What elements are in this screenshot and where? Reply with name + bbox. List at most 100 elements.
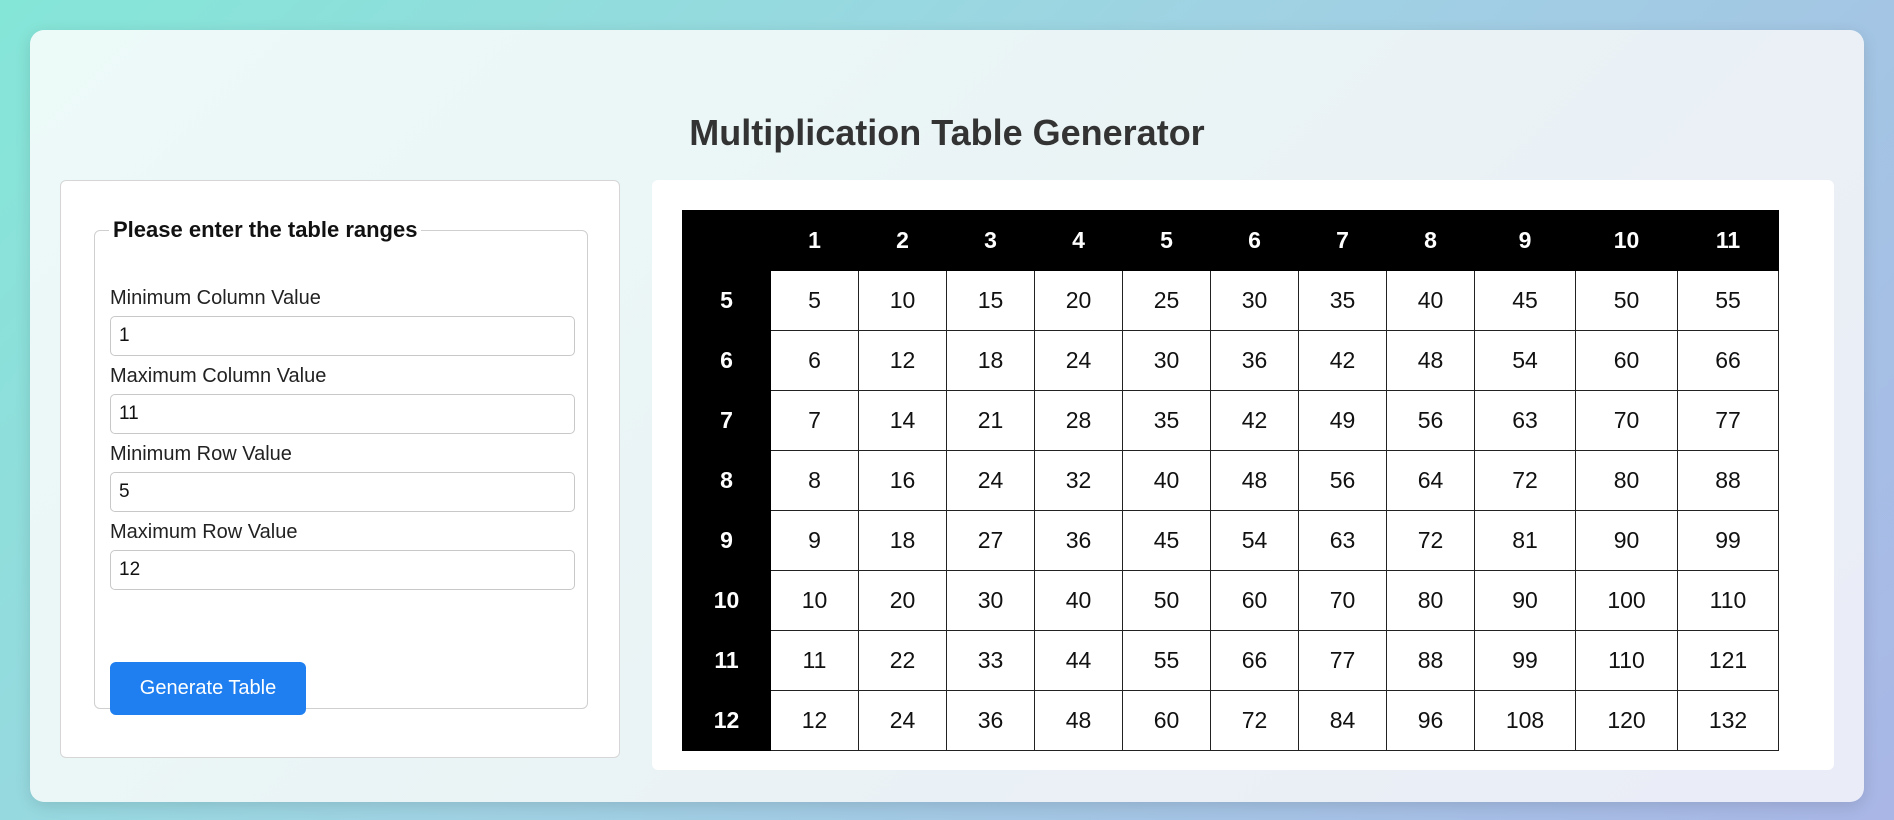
header-row: 1 2 3 4 5 6 7 8 9 10 11 xyxy=(682,210,1779,271)
product-cell: 108 xyxy=(1474,690,1576,751)
min-row-input[interactable] xyxy=(110,472,575,512)
product-cell: 55 xyxy=(1122,630,1211,691)
min-row-field: Minimum Row Value xyxy=(110,443,575,512)
form-panel: Please enter the table ranges Minimum Co… xyxy=(60,180,620,758)
product-cell: 27 xyxy=(946,510,1035,571)
product-cell: 80 xyxy=(1386,570,1475,631)
product-cell: 80 xyxy=(1575,450,1678,511)
product-cell: 48 xyxy=(1034,690,1123,751)
fieldset-legend: Please enter the table ranges xyxy=(113,217,418,242)
row-header: 12 xyxy=(682,690,771,751)
product-cell: 121 xyxy=(1677,630,1779,691)
row-header: 9 xyxy=(682,510,771,571)
product-cell: 36 xyxy=(1034,510,1123,571)
product-cell: 42 xyxy=(1210,390,1299,451)
product-cell: 9 xyxy=(770,510,859,571)
table-row: 10 10 20 30 40 50 60 70 80 90 100 110 xyxy=(682,570,1779,631)
range-fieldset: Please enter the table ranges Minimum Co… xyxy=(94,217,588,715)
product-cell: 66 xyxy=(1677,330,1779,391)
product-cell: 14 xyxy=(858,390,947,451)
product-cell: 66 xyxy=(1210,630,1299,691)
product-cell: 8 xyxy=(770,450,859,511)
table-row: 9 9 18 27 36 45 54 63 72 81 90 99 xyxy=(682,510,1779,571)
product-cell: 20 xyxy=(1034,270,1123,331)
product-cell: 44 xyxy=(1034,630,1123,691)
product-cell: 54 xyxy=(1210,510,1299,571)
app-container: Multiplication Table Generator Please en… xyxy=(30,30,1864,802)
min-column-field: Minimum Column Value xyxy=(110,287,575,356)
product-cell: 72 xyxy=(1474,450,1576,511)
table-body: 5 5 10 15 20 25 30 35 40 45 50 55 6 6 12 18 24 30 36 42 48 54… xyxy=(682,270,1779,751)
multiplication-table: 1 2 3 4 5 6 7 8 9 10 11 5 5 10 15 20 25 30 35 40… xyxy=(682,210,1779,751)
row-header: 10 xyxy=(682,570,771,631)
table-panel: 1 2 3 4 5 6 7 8 9 10 11 5 5 10 15 20 25 30 35 40… xyxy=(652,180,1834,770)
max-row-field: Maximum Row Value xyxy=(110,521,575,590)
max-row-input[interactable] xyxy=(110,550,575,590)
table-row: 11 11 22 33 44 55 66 77 88 99 110 121 xyxy=(682,630,1779,691)
product-cell: 18 xyxy=(858,510,947,571)
product-cell: 40 xyxy=(1122,450,1211,511)
product-cell: 5 xyxy=(770,270,859,331)
product-cell: 22 xyxy=(858,630,947,691)
generate-table-button[interactable]: Generate Table xyxy=(110,662,306,715)
product-cell: 45 xyxy=(1122,510,1211,571)
product-cell: 96 xyxy=(1386,690,1475,751)
table-row: 8 8 16 24 32 40 48 56 64 72 80 88 xyxy=(682,450,1779,511)
product-cell: 70 xyxy=(1298,570,1387,631)
column-header: 5 xyxy=(1122,210,1211,271)
product-cell: 56 xyxy=(1386,390,1475,451)
product-cell: 35 xyxy=(1298,270,1387,331)
product-cell: 88 xyxy=(1386,630,1475,691)
product-cell: 60 xyxy=(1575,330,1678,391)
column-header: 2 xyxy=(858,210,947,271)
min-column-label: Minimum Column Value xyxy=(110,287,321,309)
product-cell: 20 xyxy=(858,570,947,631)
product-cell: 48 xyxy=(1386,330,1475,391)
product-cell: 63 xyxy=(1474,390,1576,451)
table-row: 5 5 10 15 20 25 30 35 40 45 50 55 xyxy=(682,270,1779,331)
product-cell: 15 xyxy=(946,270,1035,331)
max-column-input[interactable] xyxy=(110,394,575,434)
table-row: 7 7 14 21 28 35 42 49 56 63 70 77 xyxy=(682,390,1779,451)
column-header: 3 xyxy=(946,210,1035,271)
product-cell: 56 xyxy=(1298,450,1387,511)
product-cell: 81 xyxy=(1474,510,1576,571)
column-header: 6 xyxy=(1210,210,1299,271)
product-cell: 110 xyxy=(1575,630,1678,691)
max-column-field: Maximum Column Value xyxy=(110,365,575,434)
product-cell: 49 xyxy=(1298,390,1387,451)
column-header: 1 xyxy=(770,210,859,271)
product-cell: 21 xyxy=(946,390,1035,451)
product-cell: 99 xyxy=(1677,510,1779,571)
product-cell: 30 xyxy=(946,570,1035,631)
min-column-input[interactable] xyxy=(110,316,575,356)
product-cell: 33 xyxy=(946,630,1035,691)
page-title: Multiplication Table Generator xyxy=(689,112,1205,153)
product-cell: 36 xyxy=(1210,330,1299,391)
product-cell: 70 xyxy=(1575,390,1678,451)
max-column-label: Maximum Column Value xyxy=(110,365,327,387)
product-cell: 90 xyxy=(1575,510,1678,571)
product-cell: 10 xyxy=(770,570,859,631)
row-header: 11 xyxy=(682,630,771,691)
column-header: 9 xyxy=(1474,210,1576,271)
product-cell: 100 xyxy=(1575,570,1678,631)
column-header: 8 xyxy=(1386,210,1475,271)
column-header: 7 xyxy=(1298,210,1387,271)
product-cell: 88 xyxy=(1677,450,1779,511)
product-cell: 25 xyxy=(1122,270,1211,331)
product-cell: 77 xyxy=(1298,630,1387,691)
product-cell: 77 xyxy=(1677,390,1779,451)
product-cell: 54 xyxy=(1474,330,1576,391)
product-cell: 6 xyxy=(770,330,859,391)
product-cell: 60 xyxy=(1122,690,1211,751)
product-cell: 40 xyxy=(1386,270,1475,331)
product-cell: 72 xyxy=(1210,690,1299,751)
product-cell: 90 xyxy=(1474,570,1576,631)
product-cell: 12 xyxy=(858,330,947,391)
product-cell: 24 xyxy=(1034,330,1123,391)
product-cell: 84 xyxy=(1298,690,1387,751)
product-cell: 35 xyxy=(1122,390,1211,451)
product-cell: 110 xyxy=(1677,570,1779,631)
product-cell: 10 xyxy=(858,270,947,331)
